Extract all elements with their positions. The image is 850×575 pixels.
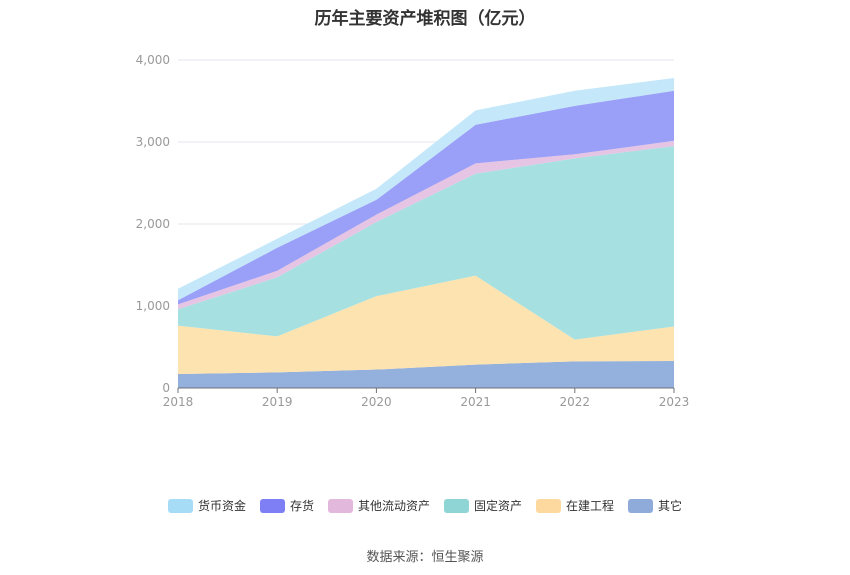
area-series-固定资产 [178, 146, 674, 340]
x-tick-label: 2022 [560, 395, 591, 409]
legend-label: 固定资产 [474, 499, 523, 513]
legend-label: 其它 [658, 499, 683, 513]
legend: 货币资金 存货 其他流动资产 固定资产 在建工程 其它 [0, 497, 850, 514]
legend-item[interactable]: 存货 [259, 497, 314, 514]
legend-swatch [536, 498, 562, 513]
legend-item[interactable]: 其他流动资产 [327, 497, 430, 514]
legend-label: 货币资金 [197, 499, 246, 513]
area-series-存货 [178, 90, 674, 305]
x-tick-label: 2020 [361, 395, 392, 409]
data-source: 数据来源：恒生聚源 [366, 550, 484, 565]
legend-label: 存货 [289, 499, 314, 513]
y-tick-label: 2,000 [136, 217, 170, 231]
area-series [178, 78, 674, 388]
y-tick-label: 1,000 [136, 299, 170, 313]
legend-item[interactable]: 在建工程 [536, 497, 614, 514]
y-tick-label: 3,000 [136, 135, 170, 149]
x-tick-label: 2019 [262, 395, 293, 409]
legend-swatch [259, 498, 285, 513]
x-tick-label: 2023 [659, 395, 690, 409]
legend-label: 在建工程 [566, 499, 615, 513]
area-series-其他流动资产 [178, 140, 674, 310]
axes: 0 1,000 2,000 3,000 4,000 2018 2019 2020 2021 202… [136, 53, 690, 409]
area-series-其它 [178, 360, 674, 388]
legend-swatch [167, 498, 193, 513]
legend-item[interactable]: 其它 [628, 497, 682, 514]
legend-swatch [444, 498, 469, 513]
x-tick-label: 2021 [460, 395, 491, 409]
legend-item[interactable]: 货币资金 [167, 497, 246, 514]
y-tick-label: 4,000 [136, 53, 170, 67]
y-tick-label: 0 [162, 381, 170, 395]
x-tick-label: 2018 [163, 395, 194, 409]
legend-swatch [628, 498, 654, 513]
chart-title: 历年主要资产堆积图（亿元） [314, 9, 536, 29]
legend-item[interactable]: 固定资产 [444, 497, 522, 514]
legend-label: 其他流动资产 [357, 499, 430, 513]
legend-swatch [327, 498, 353, 513]
area-series-在建工程 [178, 275, 674, 375]
